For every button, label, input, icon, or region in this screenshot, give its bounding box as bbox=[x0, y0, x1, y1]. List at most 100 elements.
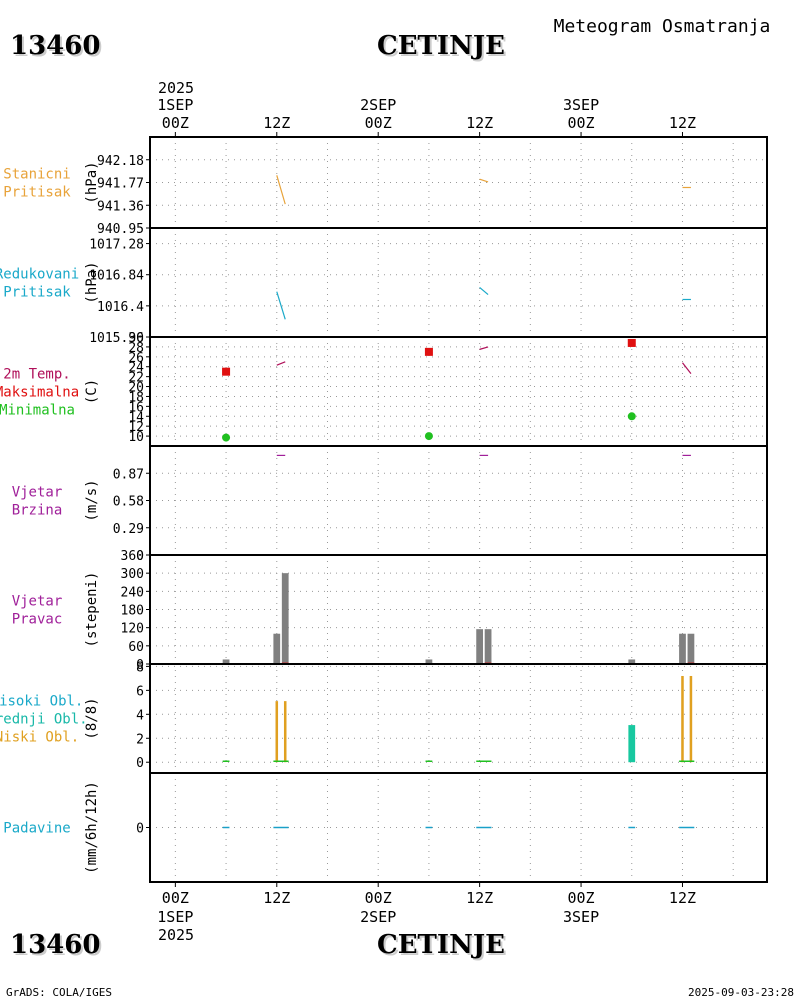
reduced-pressure-tick-label: 1016.4 bbox=[97, 300, 144, 315]
clouds-bar bbox=[681, 675, 684, 763]
bottom-year: 2025 bbox=[158, 926, 194, 944]
clouds-label-line: Niski Obl. bbox=[0, 730, 79, 746]
wind-direction-bar bbox=[476, 629, 484, 664]
temperature-tick-label: 18 bbox=[128, 390, 144, 405]
wind-direction-tick-label: 60 bbox=[128, 640, 144, 655]
temperature-max-point bbox=[424, 347, 433, 356]
station-pressure-label-line: Stanicni bbox=[3, 167, 70, 183]
bottom-day-label: 2SEP bbox=[360, 908, 396, 926]
footer-station-id-shadow: 13460 bbox=[12, 932, 102, 962]
panel-reduced-pressure: 1017.28 1016.84 1016.4 1015.96 (hPa) Redukova… bbox=[0, 227, 768, 346]
footer-station-id: 13460 bbox=[10, 930, 100, 960]
wind-speed-label-line: Vjetar bbox=[12, 485, 63, 501]
precipitation-tick-label: 0 bbox=[136, 822, 144, 837]
reduced-pressure-series-line bbox=[276, 291, 286, 320]
temperature-label-line: 2m Temp. bbox=[3, 367, 70, 383]
bottom-hour-label: 12Z bbox=[466, 889, 493, 907]
wind-speed-tick-label: 0.87 bbox=[113, 467, 144, 482]
temperature-frame bbox=[149, 336, 768, 447]
temperature-tick-label: 28 bbox=[128, 341, 144, 356]
bottom-hour-label: 00Z bbox=[568, 889, 595, 907]
station-pressure-series-line bbox=[479, 178, 489, 183]
wind-direction-tick-label: 300 bbox=[121, 567, 144, 582]
wind-direction-frame bbox=[149, 554, 768, 665]
clouds-label-line: Visoki Obl. bbox=[0, 694, 83, 710]
wind-direction-bar bbox=[273, 633, 281, 664]
wind-direction-unit-label: (stepeni) bbox=[84, 572, 100, 648]
clouds-bar bbox=[283, 701, 287, 763]
wind-direction-bar bbox=[687, 633, 695, 664]
temperature-tick-label: 16 bbox=[128, 400, 144, 415]
wind-direction-tick-label: 0 bbox=[136, 658, 144, 673]
clouds-unit-label: (8/8) bbox=[84, 697, 100, 739]
bottom-hour-label: 12Z bbox=[263, 889, 290, 907]
temperature-tick-label: 12 bbox=[128, 420, 144, 435]
wind-speed-grid bbox=[150, 446, 767, 555]
temperature-min-point bbox=[222, 433, 231, 442]
clouds-bar bbox=[689, 675, 693, 763]
station-pressure-tick-label: 942.18 bbox=[97, 154, 144, 169]
top-hour-label: 00Z bbox=[162, 114, 189, 132]
station-pressure-frame bbox=[149, 136, 768, 229]
wind-speed-tick-label: 0.58 bbox=[113, 495, 144, 510]
clouds-plot bbox=[222, 675, 695, 763]
wind-direction-label-line: Pravac bbox=[12, 612, 63, 628]
panel-clouds: 8 6 4 2 0 (8/8)Visoki Obl. Srednji Obl. Niski O… bbox=[0, 660, 768, 774]
station-pressure-series-line bbox=[276, 175, 286, 205]
bottom-hour-label: 12Z bbox=[669, 889, 696, 907]
temperature-series-line bbox=[479, 346, 489, 350]
temperature-label-line: Maksimalna bbox=[0, 385, 79, 401]
panel-precipitation: 0 (mm/6h/12h) Padavine bbox=[3, 772, 768, 883]
top-day-label: 2SEP bbox=[360, 96, 396, 114]
clouds-bar bbox=[628, 725, 636, 763]
station-pressure-tick-label: 941.77 bbox=[97, 177, 144, 192]
clouds-label-line: Srednji Obl. bbox=[0, 712, 88, 728]
precipitation-grid bbox=[150, 773, 767, 882]
clouds-bar bbox=[275, 701, 279, 763]
wind-speed-label-line: Brzina bbox=[12, 503, 63, 519]
panel-wind-direction: 360 300 240 180 120 60 0 (stepeni) Vjetar Pravac bbox=[12, 549, 768, 673]
top-hour-label: 12Z bbox=[466, 114, 493, 132]
wind-direction-tick-label: 120 bbox=[121, 622, 144, 637]
footer-credit: GrADS: COLA/IGES bbox=[6, 986, 112, 999]
temperature-tick-label: 30 bbox=[128, 331, 144, 346]
station-pressure-unit-label: (hPa) bbox=[84, 161, 100, 203]
station-name: CETINJE bbox=[377, 31, 505, 61]
temperature-plot bbox=[222, 338, 692, 442]
station-pressure-grid bbox=[150, 137, 767, 228]
wind-speed-tick-label: 0.29 bbox=[113, 522, 144, 537]
footer-timestamp: 2025-09-03-23:28 bbox=[688, 986, 794, 999]
station-pressure-tick-label: 941.36 bbox=[97, 199, 144, 214]
wind-direction-tick-label: 240 bbox=[121, 585, 144, 600]
station-id-shadow: 13460 bbox=[12, 33, 102, 63]
wind-direction-bar bbox=[484, 629, 492, 664]
wind-direction-plot bbox=[222, 573, 695, 664]
temperature-tick-label: 10 bbox=[128, 430, 144, 445]
wind-direction-tick-label: 180 bbox=[121, 604, 144, 619]
wind-direction-tick-label: 360 bbox=[121, 549, 144, 564]
clouds-grid bbox=[150, 664, 767, 773]
bottom-hour-label: 00Z bbox=[365, 889, 392, 907]
wind-speed-frame bbox=[149, 445, 768, 556]
reduced-pressure-tick-label: 1017.28 bbox=[89, 238, 144, 253]
temperature-series-line bbox=[276, 361, 286, 366]
precipitation-label-line: Padavine bbox=[3, 821, 70, 837]
wind-direction-bar bbox=[679, 633, 686, 664]
temperature-min-point bbox=[424, 432, 433, 441]
temperature-tick-label: 14 bbox=[128, 410, 144, 425]
reduced-pressure-tick-label: 1016.84 bbox=[89, 269, 144, 284]
wind-speed-tick-label: 0 bbox=[136, 549, 144, 564]
clouds-tick-label: 6 bbox=[136, 684, 144, 699]
clouds-tick-label: 4 bbox=[136, 708, 144, 723]
station-pressure-tick-label: 940.95 bbox=[97, 222, 144, 237]
bottom-day-label: 3SEP bbox=[563, 908, 599, 926]
clouds-tick-label: 0 bbox=[136, 756, 144, 771]
top-hour-label: 00Z bbox=[568, 114, 595, 132]
top-day-label: 3SEP bbox=[563, 96, 599, 114]
reduced-pressure-label-line: Pritisak bbox=[3, 285, 71, 301]
bottom-hour-label: 00Z bbox=[162, 889, 189, 907]
station-name-shadow: CETINJE bbox=[379, 33, 507, 63]
temperature-max-point bbox=[627, 338, 636, 347]
temperature-min-point bbox=[627, 412, 636, 421]
